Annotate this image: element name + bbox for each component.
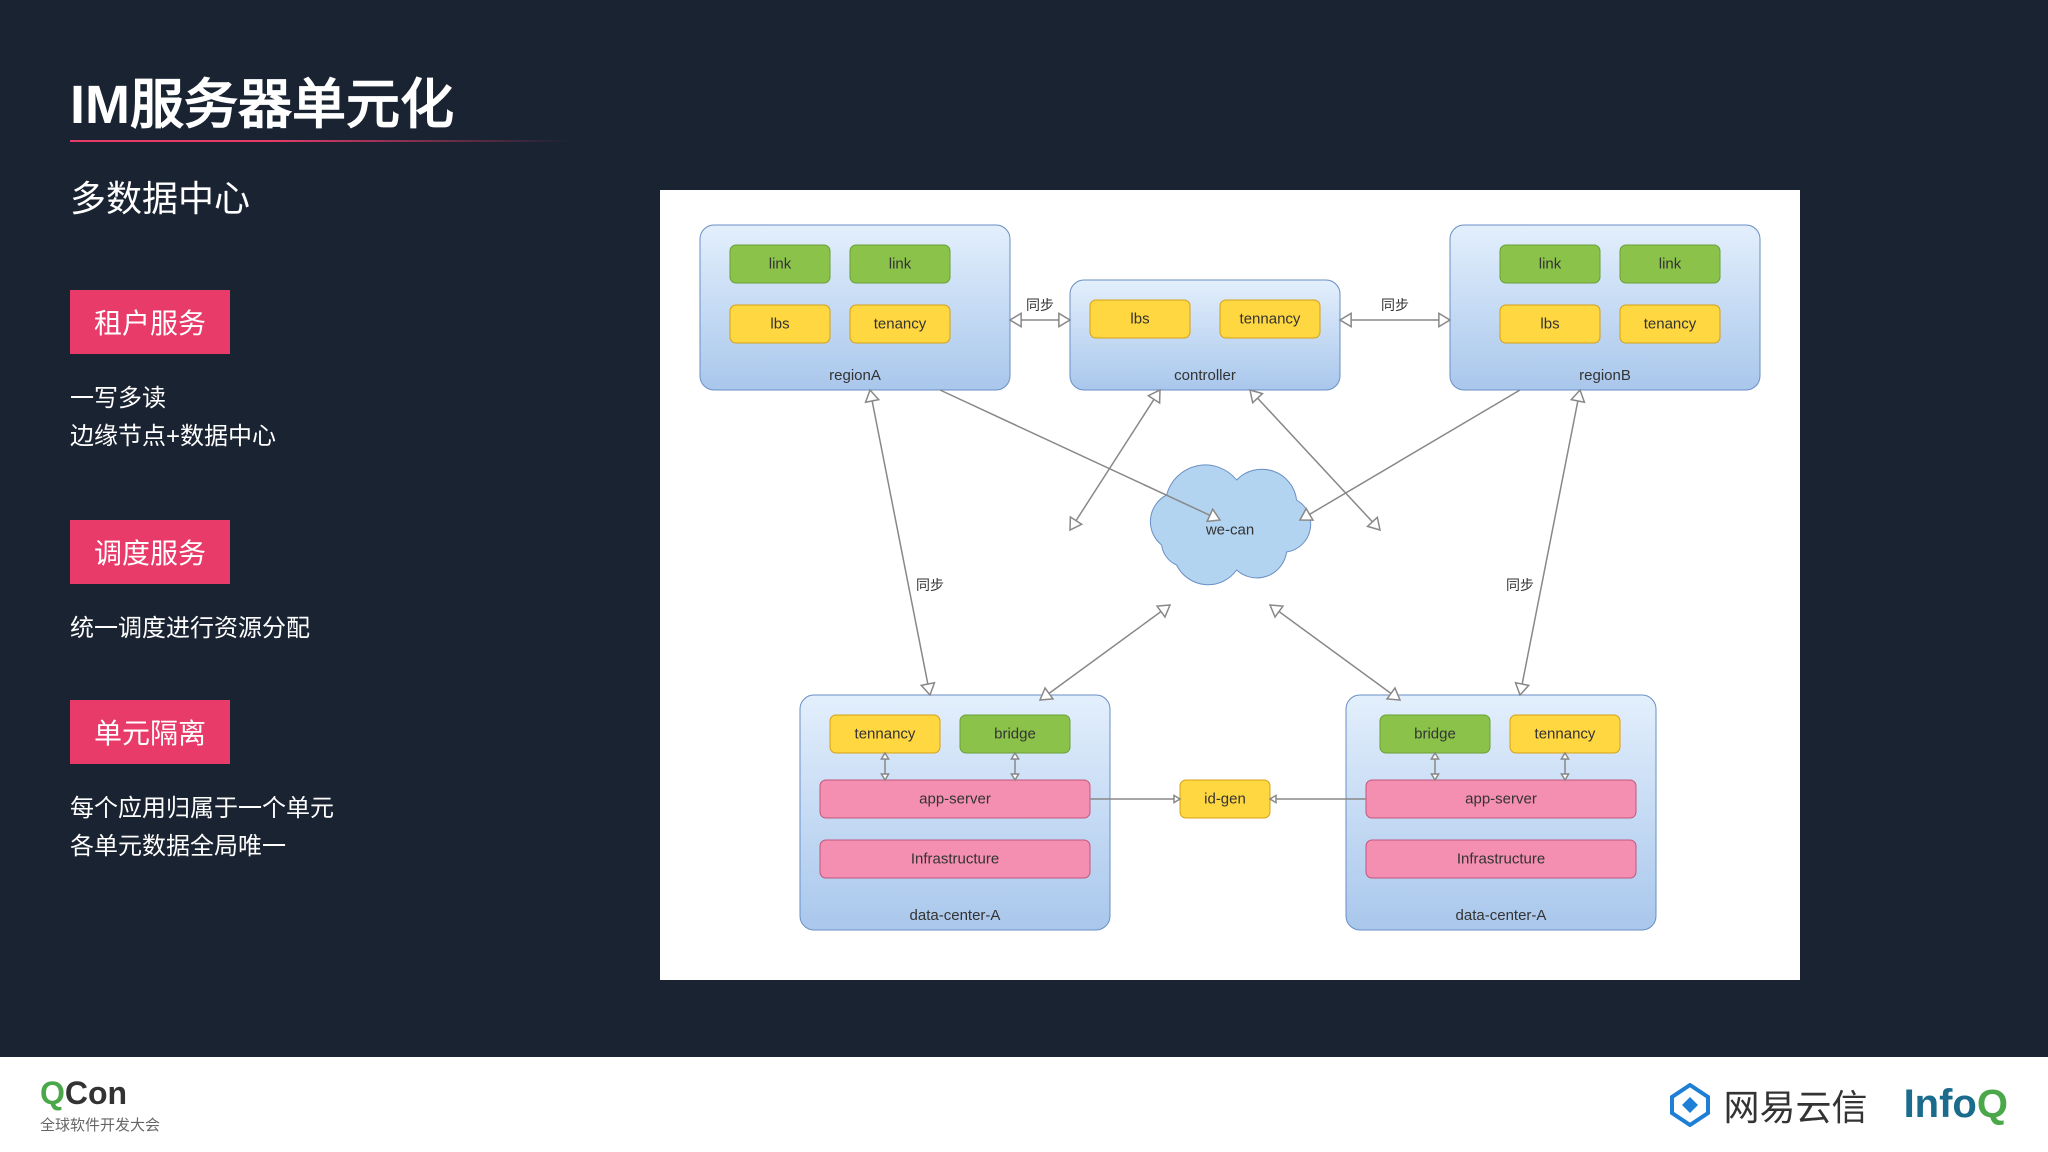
- node-label: lbs: [1540, 316, 1559, 333]
- node-label: app-server: [919, 791, 991, 808]
- qcon-logo: QCon 全球软件开发大会: [40, 1075, 160, 1135]
- footer-bar: QCon 全球软件开发大会 网易云信 InfoQ: [0, 1057, 2048, 1152]
- connector: [1070, 390, 1160, 530]
- node-label: lbs: [1130, 311, 1149, 328]
- sync-label: 同步: [1381, 297, 1409, 313]
- node-label: bridge: [994, 726, 1036, 743]
- section-badge: 调度服务: [70, 520, 230, 584]
- netease-logo: 网易云信: [1668, 1079, 1868, 1131]
- node-label: Infrastructure: [1457, 851, 1545, 868]
- section-desc: 一写多读边缘节点+数据中心: [70, 380, 276, 457]
- node-label: tenancy: [1644, 316, 1697, 333]
- connector: [1270, 605, 1400, 700]
- region-label: regionB: [1579, 367, 1631, 384]
- sync-label: 同步: [1506, 577, 1534, 593]
- cloud-label: we-can: [1205, 522, 1254, 539]
- infoq-logo: InfoQ: [1904, 1082, 2008, 1127]
- node-label: tenancy: [874, 316, 927, 333]
- netease-icon: [1668, 1083, 1712, 1127]
- node-label: app-server: [1465, 791, 1537, 808]
- connector: [870, 390, 930, 695]
- section-desc: 每个应用归属于一个单元各单元数据全局唯一: [70, 790, 334, 867]
- connector: [1040, 605, 1170, 700]
- region-label: data-center-A: [1456, 907, 1547, 924]
- node-label: link: [1539, 256, 1562, 273]
- sync-label: 同步: [1026, 297, 1054, 313]
- region-label: data-center-A: [910, 907, 1001, 924]
- node-label: bridge: [1414, 726, 1456, 743]
- slide-subtitle: 多数据中心: [70, 170, 250, 222]
- title-underline: [70, 140, 570, 142]
- connector: [1300, 390, 1520, 520]
- section-desc: 统一调度进行资源分配: [70, 610, 310, 648]
- region-label: regionA: [829, 367, 881, 384]
- node-label: link: [769, 256, 792, 273]
- sync-label: 同步: [916, 577, 944, 593]
- region-label: controller: [1174, 367, 1236, 384]
- netease-text: 网易云信: [1724, 1079, 1868, 1131]
- node-label: link: [889, 256, 912, 273]
- node-label: tennancy: [855, 726, 916, 743]
- node-label: id-gen: [1204, 791, 1246, 808]
- qcon-subtitle: 全球软件开发大会: [40, 1114, 160, 1135]
- section-badge: 单元隔离: [70, 700, 230, 764]
- slide-title: IM服务器单元化: [70, 60, 454, 139]
- node-label: tennancy: [1240, 311, 1301, 328]
- connector: [940, 390, 1220, 520]
- connector: [1520, 390, 1580, 695]
- node-label: Infrastructure: [911, 851, 999, 868]
- node-label: lbs: [770, 316, 789, 333]
- architecture-diagram: regionA controller regionB data-center-A dat…: [660, 190, 1800, 980]
- section-badge: 租户服务: [70, 290, 230, 354]
- node-label: link: [1659, 256, 1682, 273]
- node-label: tennancy: [1535, 726, 1596, 743]
